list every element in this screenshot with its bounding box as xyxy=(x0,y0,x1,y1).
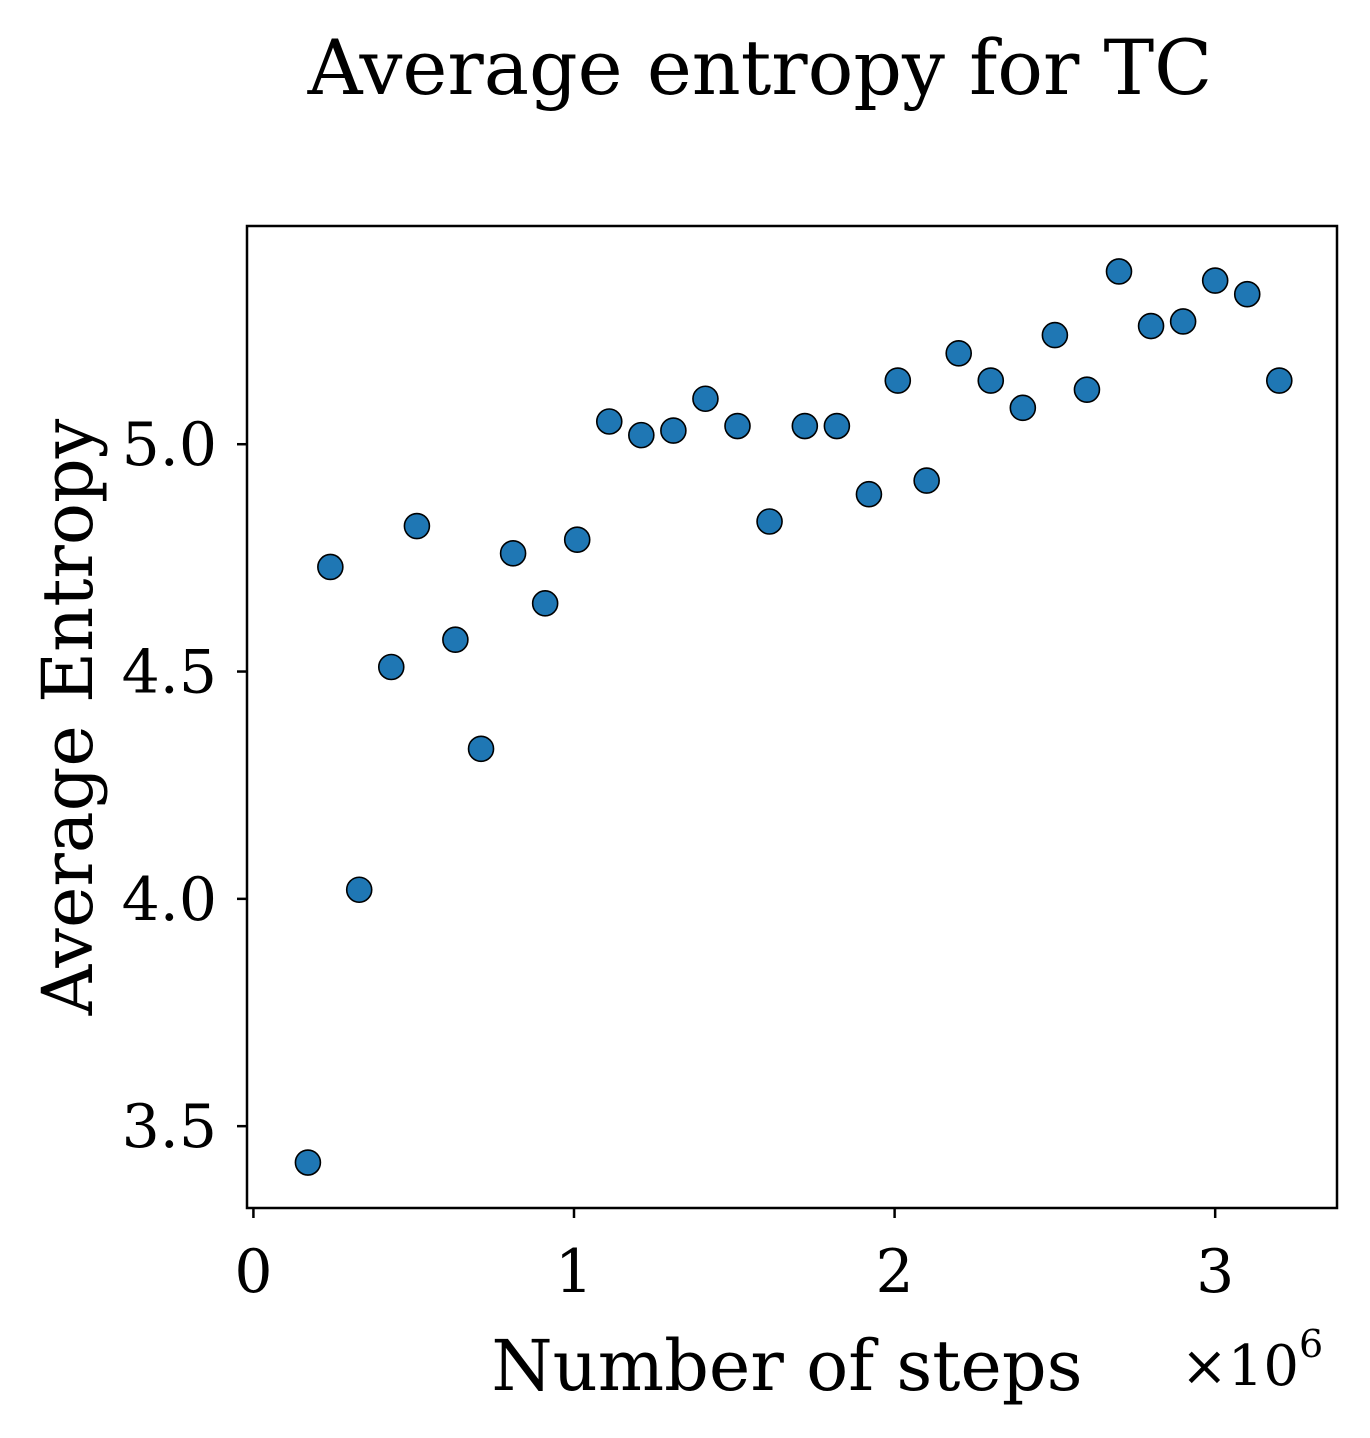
data-point xyxy=(345,876,373,904)
y-tick-label: 5.0 xyxy=(122,410,217,480)
data-point xyxy=(1137,312,1165,340)
x-tick-label: 2 xyxy=(875,1237,913,1307)
x-axis-multiplier-base: ×10 xyxy=(1181,1334,1299,1399)
data-point xyxy=(499,540,527,567)
y-tick-label: 4.5 xyxy=(122,638,217,708)
data-point xyxy=(317,553,344,581)
data-point xyxy=(531,590,559,617)
data-point xyxy=(1041,321,1069,349)
data-point xyxy=(756,508,783,535)
data-point xyxy=(692,385,719,413)
y-axis: 3.5 4.0 4.5 5.0 xyxy=(122,410,247,1162)
data-point xyxy=(377,653,405,681)
data-point xyxy=(913,467,940,494)
chart-title: Average entropy for TC xyxy=(307,23,1213,112)
data-point xyxy=(403,512,431,540)
data-point xyxy=(884,367,912,394)
x-tick-label: 1 xyxy=(555,1237,593,1307)
data-point xyxy=(1073,376,1101,403)
data-point xyxy=(660,417,687,444)
x-axis-label: Number of steps xyxy=(491,1325,1082,1407)
data-point xyxy=(467,735,495,763)
data-point xyxy=(1009,394,1037,422)
data-point xyxy=(595,408,623,435)
x-tick-label: 3 xyxy=(1196,1237,1234,1307)
x-axis-multiplier-exponent: 6 xyxy=(1299,1322,1323,1366)
plot-frame xyxy=(245,224,1339,1210)
data-point xyxy=(294,1149,322,1176)
x-axis: 0 1 2 3 xyxy=(234,1208,1234,1307)
data-point xyxy=(823,412,851,440)
data-point xyxy=(1265,367,1293,394)
x-axis-multiplier: ×106 xyxy=(1181,1322,1323,1399)
data-point xyxy=(855,480,883,508)
y-tick-label: 4.0 xyxy=(122,865,217,935)
x-tick-label: 0 xyxy=(234,1237,272,1307)
data-point xyxy=(977,367,1005,394)
data-point xyxy=(945,339,973,367)
data-points xyxy=(294,258,1293,1176)
data-point xyxy=(791,412,819,440)
data-point xyxy=(628,421,655,449)
y-axis-label: Average Entropy xyxy=(27,418,109,1016)
data-point xyxy=(1105,258,1133,285)
data-point xyxy=(724,412,751,440)
y-tick-label: 3.5 xyxy=(122,1092,217,1162)
data-point xyxy=(563,526,591,553)
data-point xyxy=(1169,308,1197,335)
data-point xyxy=(1201,267,1229,294)
data-point xyxy=(1233,280,1261,308)
plot-area xyxy=(245,224,1339,1210)
data-point xyxy=(442,626,469,654)
